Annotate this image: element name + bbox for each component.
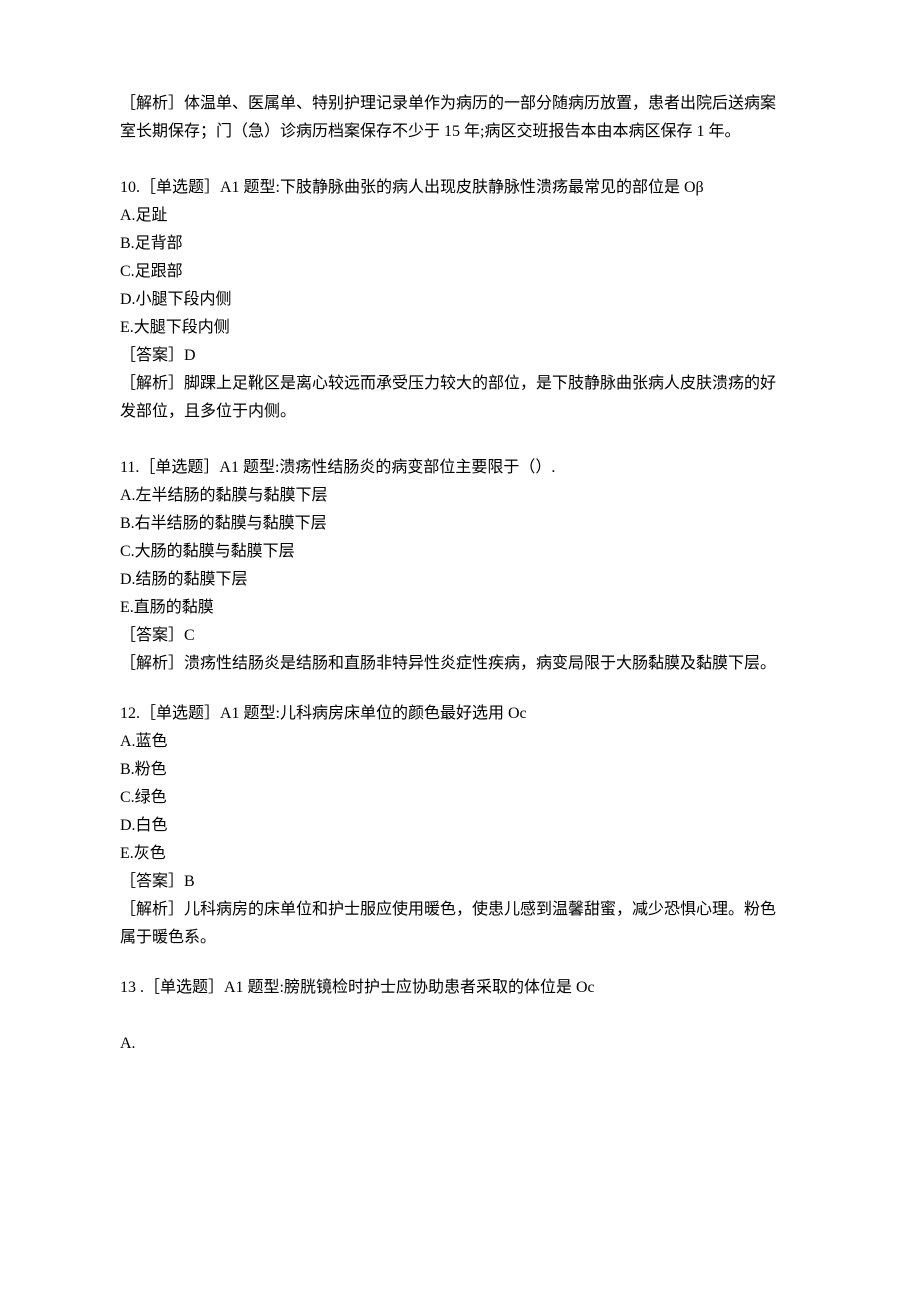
option-a: A.足趾 — [120, 202, 800, 230]
question-stem: 13 .［单选题］A1 题型:膀胱镜检时护士应协助患者采取的体位是 Oc — [120, 974, 800, 1002]
analysis-text: 发部位，且多位于内侧。 — [120, 398, 800, 426]
option-e: E.直肠的黏膜 — [120, 594, 800, 622]
option-b: B.右半结肠的黏膜与黏膜下层 — [120, 510, 800, 538]
analysis-label: ［解析］ — [120, 95, 184, 112]
option-c: C.绿色 — [120, 784, 800, 812]
analysis-text: ［解析］脚踝上足靴区是离心较远而承受压力较大的部位，是下肢静脉曲张病人皮肤溃疡的… — [120, 370, 800, 398]
analysis-text: 体温单、医属单、特别护理记录单作为病历的一部分随病历放置，患者出院后送病案 — [184, 95, 776, 112]
option-e: E.灰色 — [120, 840, 800, 868]
analysis-text: ［解析］溃疡性结肠炎是结肠和直肠非特异性炎症性疾病，病变局限于大肠黏膜及黏膜下层… — [120, 650, 800, 678]
question-stem: 10.［单选题］A1 题型:下肢静脉曲张的病人出现皮肤静脉性溃疡最常见的部位是 … — [120, 174, 800, 202]
question-10: 10.［单选题］A1 题型:下肢静脉曲张的病人出现皮肤静脉性溃疡最常见的部位是 … — [120, 174, 800, 426]
answer: ［答案］D — [120, 342, 800, 370]
answer: ［答案］B — [120, 868, 800, 896]
question-13: 13 .［单选题］A1 题型:膀胱镜检时护士应协助患者采取的体位是 Oc A. — [120, 974, 800, 1058]
analysis-text: 室长期保存；门（急）诊病历档案保存不少于 15 年;病区交班报告本由本病区保存 … — [120, 118, 800, 146]
option-d: D.白色 — [120, 812, 800, 840]
option-b: B.粉色 — [120, 756, 800, 784]
q9-analysis: ［解析］体温单、医属单、特别护理记录单作为病历的一部分随病历放置，患者出院后送病… — [120, 90, 800, 146]
analysis-text: ［解析］儿科病房的床单位和护士服应使用暖色，使患儿感到温馨甜蜜，减少恐惧心理。粉… — [120, 896, 800, 924]
option-d: D.结肠的黏膜下层 — [120, 566, 800, 594]
option-a: A. — [120, 1030, 800, 1058]
option-b: B.足背部 — [120, 230, 800, 258]
answer: ［答案］C — [120, 622, 800, 650]
option-e: E.大腿下段内侧 — [120, 314, 800, 342]
question-stem: 12.［单选题］A1 题型:儿科病房床单位的颜色最好选用 Oc — [120, 700, 800, 728]
analysis-text: 属于暖色系。 — [120, 924, 800, 952]
analysis-line: ［解析］体温单、医属单、特别护理记录单作为病历的一部分随病历放置，患者出院后送病… — [120, 90, 800, 118]
option-c: C.足跟部 — [120, 258, 800, 286]
question-12: 12.［单选题］A1 题型:儿科病房床单位的颜色最好选用 Oc A.蓝色 B.粉… — [120, 700, 800, 952]
option-a: A.左半结肠的黏膜与黏膜下层 — [120, 482, 800, 510]
question-stem: 11.［单选题］A1 题型:溃疡性结肠炎的病变部位主要限于（）. — [120, 454, 800, 482]
option-a: A.蓝色 — [120, 728, 800, 756]
question-11: 11.［单选题］A1 题型:溃疡性结肠炎的病变部位主要限于（）. A.左半结肠的… — [120, 454, 800, 678]
option-d: D.小腿下段内侧 — [120, 286, 800, 314]
option-c: C.大肠的黏膜与黏膜下层 — [120, 538, 800, 566]
